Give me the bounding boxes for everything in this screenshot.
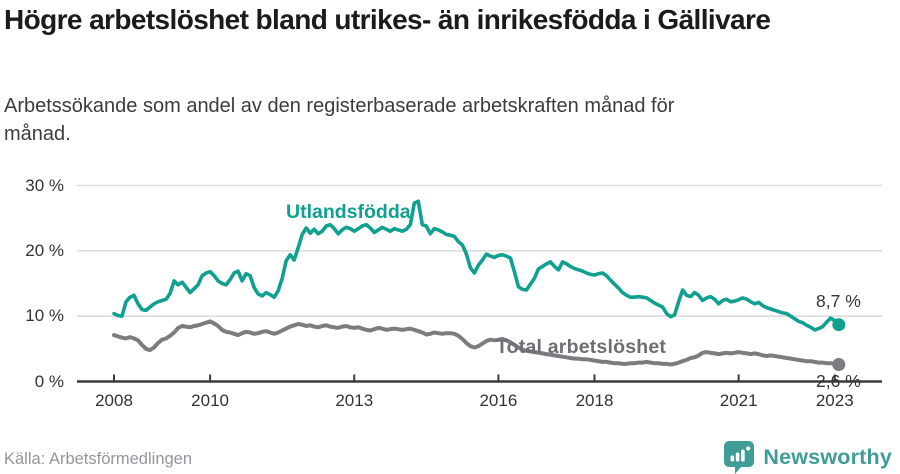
source-note: Källa: Arbetsförmedlingen — [4, 450, 193, 468]
end-dot-line-total — [832, 358, 846, 371]
y-axis-tick-label: 30 % — [25, 175, 64, 195]
x-axis-tick-label: 2010 — [191, 391, 229, 410]
page-title: Högre arbetslöshet bland utrikes- än inr… — [4, 4, 771, 35]
chart-subtitle: Arbetssökande som andel av den registerb… — [4, 95, 675, 145]
logo-text: Newsworthy — [763, 445, 892, 469]
series-label-total: Total arbetslöshet — [496, 336, 667, 358]
y-axis-tick-label: 10 % — [25, 306, 64, 326]
x-axis-tick-label: 2018 — [575, 391, 614, 410]
line-total — [112, 319, 841, 367]
end-value-label-total: 2,6 % — [816, 371, 861, 391]
newsworthy-logo: Newsworthy — [724, 441, 892, 474]
x-axis-tick-label: 2008 — [95, 391, 133, 410]
y-axis-tick-label: 20 % — [25, 240, 64, 260]
line-utlandsfodda — [112, 199, 841, 332]
x-axis-tick-label: 2016 — [479, 391, 518, 410]
x-axis-tick-label: 2021 — [719, 391, 758, 410]
end-dot-line-utlandsfodda — [832, 318, 846, 332]
x-axis-tick-label: 2023 — [815, 391, 854, 410]
end-value-label-utlandsfodda: 8,7 % — [816, 291, 861, 311]
series-label-utlandsfodda: Utlandsfödda — [286, 201, 411, 223]
x-axis-tick-label: 2013 — [335, 391, 374, 410]
y-axis-tick-label: 0 % — [34, 371, 64, 391]
bar-chart-speech-bubble-icon — [724, 441, 755, 474]
